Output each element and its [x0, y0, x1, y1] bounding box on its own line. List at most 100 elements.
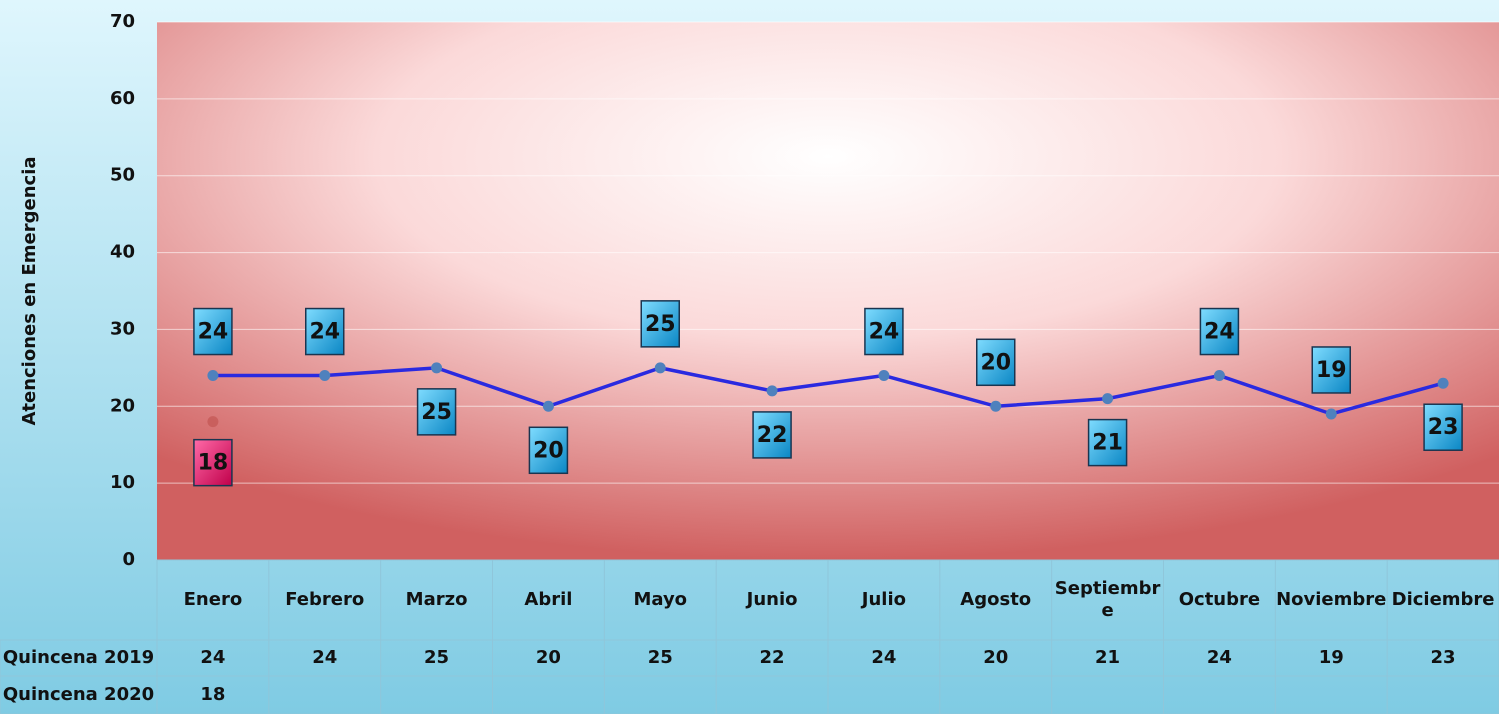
data-point [207, 416, 219, 428]
x-tick-label: Agosto [960, 588, 1032, 610]
x-tick-label: Enero [183, 588, 243, 610]
data-label: 24 [198, 320, 229, 345]
table-value: 22 [759, 646, 785, 668]
x-tick-label: Diciembre [1391, 588, 1495, 610]
data-point [542, 400, 554, 412]
data-point [207, 370, 219, 382]
data-label-box [193, 307, 233, 356]
data-label: 25 [645, 312, 676, 337]
x-tick-label-box: Marzo [405, 588, 468, 610]
data-point [319, 370, 331, 382]
series-line [212, 366, 1444, 416]
data-point [1102, 393, 1114, 405]
table-value-box: 22 [759, 646, 785, 668]
x-tick-label: Junio [746, 588, 798, 610]
x-tick-label-box: Abril [524, 588, 573, 610]
table-value: 21 [1095, 646, 1121, 668]
table-value: 24 [1206, 646, 1232, 668]
data-label: 19 [1316, 358, 1347, 383]
x-tick-label-box: Julio [861, 588, 907, 610]
data-label-box [1423, 403, 1463, 451]
data-label: 18 [198, 451, 229, 476]
data-label-box [1087, 418, 1128, 467]
data-label: 20 [533, 438, 564, 463]
data-label: 20 [980, 350, 1011, 375]
data-label-box [1199, 307, 1240, 356]
x-tick-label: Abril [524, 588, 573, 610]
data-label-box [528, 426, 569, 475]
data-point [766, 385, 778, 397]
x-tick-label: Septiembre [1054, 577, 1161, 622]
legend-label-box: Quincena 2019 [2, 646, 155, 668]
x-tick-label-box: Mayo [633, 588, 688, 610]
x-tick-label: Julio [861, 588, 907, 610]
data-point [1213, 370, 1225, 382]
x-tick-label-box: Octubre [1178, 588, 1261, 610]
x-tick-label-box: Febrero [285, 588, 365, 610]
data-point [431, 362, 443, 374]
data-label-box [976, 338, 1016, 387]
table-value-box: 24 [1206, 646, 1232, 668]
table-value: 23 [1430, 646, 1456, 668]
x-tick-label: Noviembre [1276, 588, 1387, 610]
data-label-box [640, 300, 680, 348]
table-value: 20 [535, 646, 561, 668]
table-value: 20 [983, 646, 1009, 668]
y-tick-label: 10 [110, 472, 135, 493]
y-tick-label: 20 [110, 395, 135, 416]
data-point [990, 400, 1002, 412]
data-point [878, 370, 890, 382]
x-tick-label: Octubre [1178, 588, 1261, 610]
table-value: 19 [1318, 646, 1344, 668]
x-tick-label: Marzo [405, 588, 468, 610]
data-label: 24 [1204, 320, 1235, 345]
x-tick-label-box: Noviembre [1276, 588, 1387, 610]
x-tick-label-box: Diciembre [1391, 588, 1495, 610]
y-tick-label: 50 [110, 165, 135, 186]
table-value-box: 20 [983, 646, 1009, 668]
table-value-box: 18 [200, 683, 226, 705]
table-value-box: 25 [648, 647, 673, 668]
table-value-box: 24 [871, 646, 897, 668]
data-label-box [864, 307, 904, 356]
table-value: 25 [424, 646, 450, 668]
table-value-box: 19 [1318, 646, 1344, 668]
legend-label: Quincena 2019 [2, 646, 155, 668]
table-value: 24 [312, 646, 338, 668]
x-tick-label-box: Septiembre [1054, 577, 1161, 622]
x-tick-label: Febrero [285, 588, 365, 610]
x-tick-label-box: Junio [746, 588, 798, 610]
table-value-box: 24 [200, 646, 226, 668]
table-value-box: 24 [312, 646, 338, 668]
y-tick-label: 40 [110, 242, 135, 263]
data-label-box [1311, 346, 1351, 394]
table-value-box: 21 [1095, 646, 1121, 668]
data-label: 23 [1428, 415, 1459, 440]
data-point [1437, 377, 1449, 389]
data-label: 22 [757, 423, 788, 448]
table-value-box: 23 [1430, 646, 1456, 668]
y-tick-label: 0 [122, 549, 135, 570]
data-label: 24 [309, 320, 340, 345]
data-label: 25 [421, 400, 452, 425]
y-tick-label: 60 [110, 88, 135, 109]
y-tick-label: 30 [110, 318, 135, 339]
y-tick-label: 70 [110, 11, 135, 32]
data-label-box [752, 411, 792, 459]
data-label-box [305, 307, 345, 356]
data-point [654, 362, 666, 374]
data-label-box [193, 438, 233, 487]
legend-label-box: Quincena 2020 [2, 683, 155, 705]
table-value: 18 [200, 683, 226, 705]
table-value: 24 [200, 646, 226, 668]
x-tick-label: Mayo [633, 588, 688, 610]
y-axis-label: Atenciones en Emergencia [19, 156, 40, 425]
data-label: 21 [1092, 431, 1123, 456]
data-point [1325, 408, 1337, 420]
table-value-box: 20 [535, 646, 561, 668]
table-value: 24 [871, 646, 897, 668]
x-tick-label-box: Enero [183, 588, 243, 610]
data-label-box [416, 388, 457, 436]
legend-label: Quincena 2020 [2, 683, 155, 705]
